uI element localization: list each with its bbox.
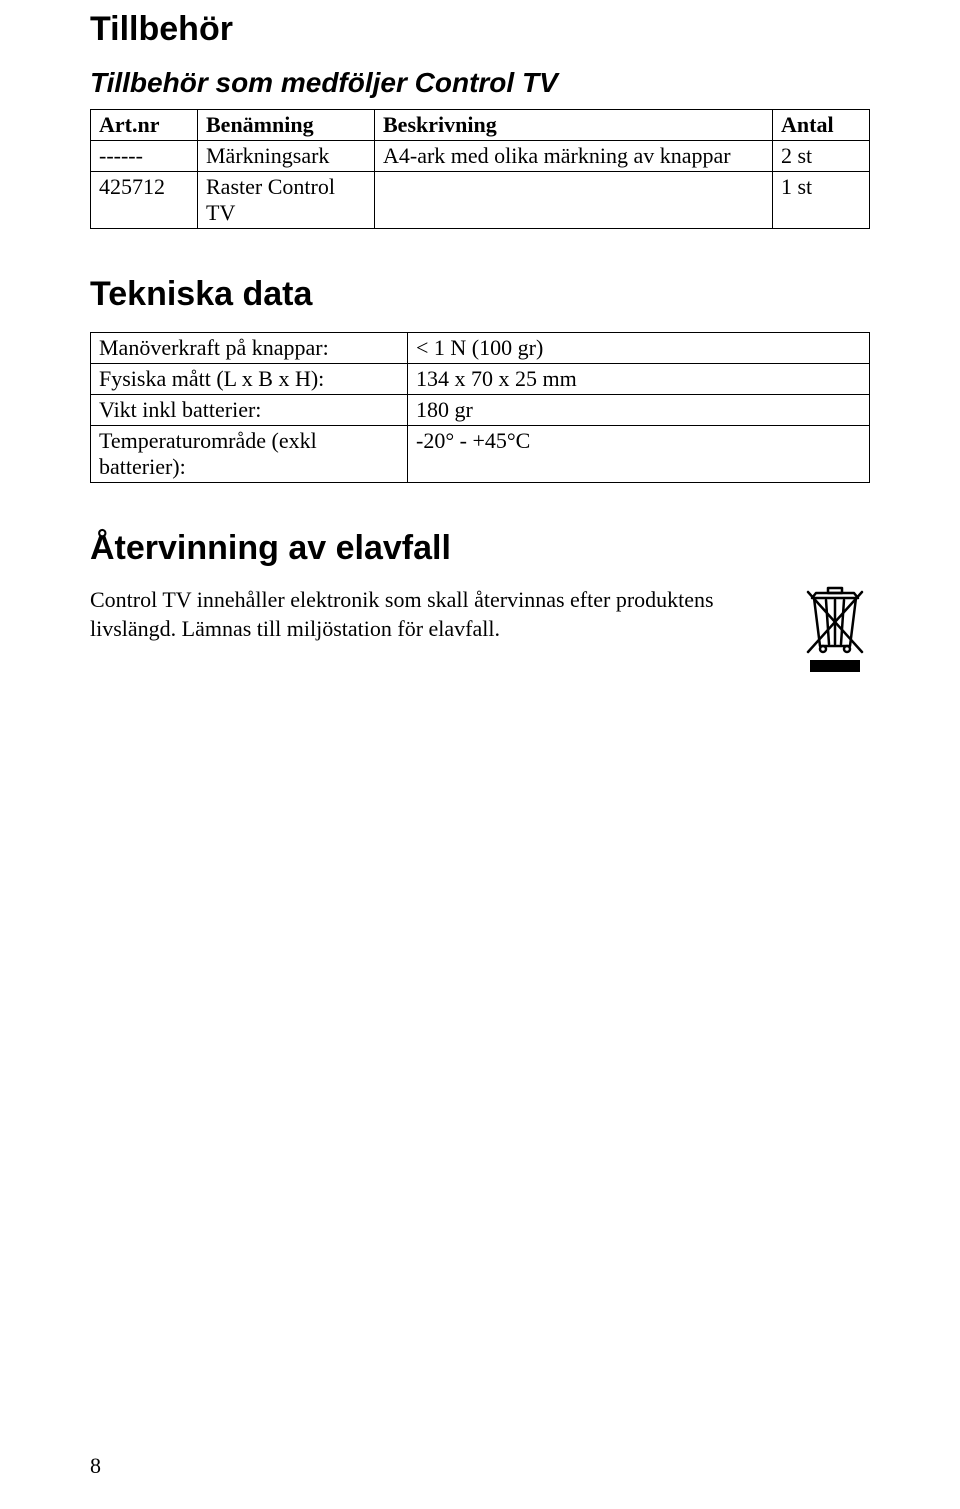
table-row: Manöverkraft på knappar: < 1 N (100 gr) [91,333,870,364]
table-row: ------ Märkningsark A4-ark med olika mär… [91,141,870,172]
table-row: Fysiska mått (L x B x H): 134 x 70 x 25 … [91,364,870,395]
table-row: Temperaturområde (exkl batterier): -20° … [91,426,870,483]
table-row: 425712 Raster Control TV 1 st [91,172,870,229]
cell: Manöverkraft på knappar: [91,333,408,364]
cell: ------ [91,141,198,172]
techdata-heading: Tekniska data [90,275,870,314]
col-header: Antal [773,110,870,141]
cell: 134 x 70 x 25 mm [408,364,870,395]
accessories-subheading: Tillbehör som medföljer Control TV [90,67,870,99]
recycle-row: Control TV innehåller elektronik som ska… [90,586,870,676]
accessories-table: Art.nr Benämning Beskrivning Antal -----… [90,109,870,229]
col-header: Beskrivning [375,110,773,141]
cell: 1 st [773,172,870,229]
table-header-row: Art.nr Benämning Beskrivning Antal [91,110,870,141]
cell: < 1 N (100 gr) [408,333,870,364]
cell: 425712 [91,172,198,229]
cell: 2 st [773,141,870,172]
cell: -20° - +45°C [408,426,870,483]
recycle-body-text: Control TV innehåller elektronik som ska… [90,586,780,643]
cell: Märkningsark [198,141,375,172]
page-number: 8 [90,1453,101,1479]
cell: Fysiska mått (L x B x H): [91,364,408,395]
weee-bin-icon [800,586,870,676]
cell: A4-ark med olika märkning av knappar [375,141,773,172]
col-header: Art.nr [91,110,198,141]
cell [375,172,773,229]
recycle-heading: Återvinning av elavfall [90,529,870,568]
col-header: Benämning [198,110,375,141]
cell: Temperaturområde (exkl batterier): [91,426,408,483]
document-page: Tillbehör Tillbehör som medföljer Contro… [0,0,960,1509]
cell: 180 gr [408,395,870,426]
accessories-heading: Tillbehör [90,10,870,49]
table-row: Vikt inkl batterier: 180 gr [91,395,870,426]
techdata-table: Manöverkraft på knappar: < 1 N (100 gr) … [90,332,870,483]
cell: Raster Control TV [198,172,375,229]
cell: Vikt inkl batterier: [91,395,408,426]
